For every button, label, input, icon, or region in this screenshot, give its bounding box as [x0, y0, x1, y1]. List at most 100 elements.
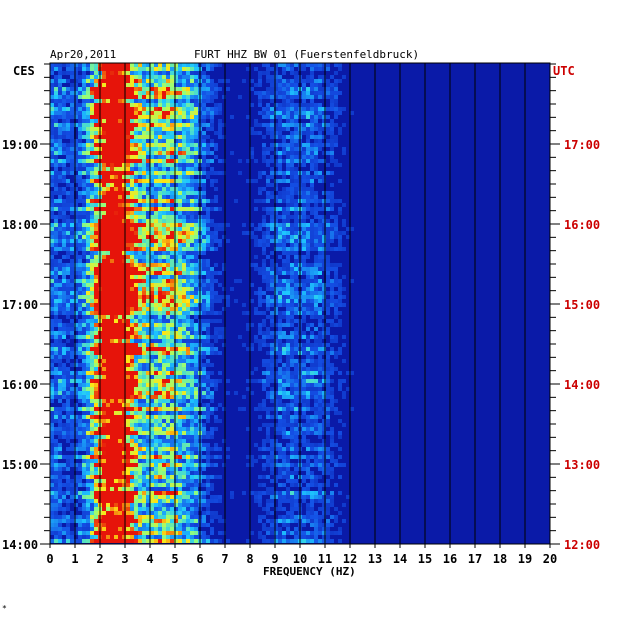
heatmap-cell [106, 239, 110, 243]
heatmap-cell [138, 139, 142, 143]
heatmap-cell [302, 307, 306, 311]
heatmap-cell [158, 131, 162, 135]
heatmap-cell [182, 79, 186, 83]
heatmap-cell [86, 171, 90, 175]
heatmap-cell [66, 115, 70, 119]
heatmap-cell [130, 331, 134, 335]
heatmap-cell [102, 131, 106, 135]
heatmap-cell [306, 143, 310, 147]
heatmap-cell [282, 371, 286, 375]
heatmap-cell [170, 167, 174, 171]
heatmap-cell [142, 147, 146, 151]
heatmap-cell [294, 399, 298, 403]
heatmap-cell [174, 279, 178, 283]
heatmap-cell [138, 399, 142, 403]
heatmap-cell [158, 167, 162, 171]
left-timezone-label: CES [13, 64, 35, 78]
heatmap-cell [310, 211, 314, 215]
heatmap-cell [54, 359, 58, 363]
heatmap-cell [170, 355, 174, 359]
heatmap-cell [94, 407, 98, 411]
heatmap-cell [306, 343, 310, 347]
heatmap-cell [322, 203, 326, 207]
heatmap-cell [90, 319, 94, 323]
heatmap-cell [278, 299, 282, 303]
heatmap-cell [266, 95, 270, 99]
heatmap-cell [142, 351, 146, 355]
heatmap-cell [202, 143, 206, 147]
heatmap-cell [210, 231, 214, 235]
heatmap-cell [82, 211, 86, 215]
heatmap-cell [74, 307, 78, 311]
heatmap-cell [294, 295, 298, 299]
heatmap-cell [74, 67, 78, 71]
heatmap-cell [130, 187, 134, 191]
heatmap-cell [70, 355, 74, 359]
heatmap-cell [86, 99, 90, 103]
heatmap-cell [126, 275, 130, 279]
heatmap-cell [90, 211, 94, 215]
heatmap-cell [58, 351, 62, 355]
heatmap-cell [138, 355, 142, 359]
heatmap-cell [278, 95, 282, 99]
heatmap-cell [202, 167, 206, 171]
heatmap-cell [138, 219, 142, 223]
heatmap-cell [130, 347, 134, 351]
heatmap-cell [58, 171, 62, 175]
heatmap-cell [102, 227, 106, 231]
heatmap-cell [86, 179, 90, 183]
heatmap-cell [86, 175, 90, 179]
heatmap-cell [282, 159, 286, 163]
heatmap-cell [62, 99, 66, 103]
heatmap-cell [78, 199, 82, 203]
heatmap-cell [278, 227, 282, 231]
heatmap-cell [102, 83, 106, 87]
heatmap-cell [330, 367, 334, 371]
heatmap-cell [58, 203, 62, 207]
heatmap-cell [326, 191, 330, 195]
heatmap-cell [170, 71, 174, 75]
heatmap-cell [142, 331, 146, 335]
heatmap-cell [90, 315, 94, 319]
heatmap-cell [258, 187, 262, 191]
heatmap-cell [202, 259, 206, 263]
heatmap-cell [190, 183, 194, 187]
heatmap-cell [202, 323, 206, 327]
heatmap-cell [142, 155, 146, 159]
heatmap-cell [294, 407, 298, 411]
heatmap-cell [54, 383, 58, 387]
heatmap-cell [150, 383, 154, 387]
heatmap-cell [118, 191, 122, 195]
heatmap-cell [314, 315, 318, 319]
heatmap-cell [306, 359, 310, 363]
heatmap-cell [166, 187, 170, 191]
heatmap-cell [154, 279, 158, 283]
heatmap-cell [50, 163, 54, 167]
heatmap-cell [142, 115, 146, 119]
heatmap-cell [90, 111, 94, 115]
heatmap-cell [310, 367, 314, 371]
heatmap-cell [54, 299, 58, 303]
heatmap-cell [66, 383, 70, 387]
heatmap-cell [310, 315, 314, 319]
heatmap-cell [218, 311, 222, 315]
heatmap-cell [202, 311, 206, 315]
heatmap-cell [154, 351, 158, 355]
heatmap-cell [258, 99, 262, 103]
heatmap-cell [294, 343, 298, 347]
heatmap-cell [70, 283, 74, 287]
heatmap-cell [182, 243, 186, 247]
heatmap-cell [74, 247, 78, 251]
heatmap-cell [154, 139, 158, 143]
heatmap-cell [214, 179, 218, 183]
heatmap-cell [278, 399, 282, 403]
heatmap-cell [166, 95, 170, 99]
heatmap-cell [314, 95, 318, 99]
heatmap-cell [326, 343, 330, 347]
heatmap-cell [158, 99, 162, 103]
heatmap-cell [178, 351, 182, 355]
heatmap-cell [158, 295, 162, 299]
heatmap-cell [214, 299, 218, 303]
heatmap-cell [150, 83, 154, 87]
heatmap-cell [178, 199, 182, 203]
